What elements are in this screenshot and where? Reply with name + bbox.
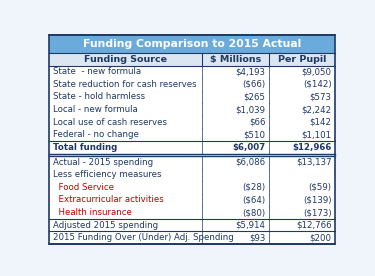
Text: Funding Comparison to 2015 Actual: Funding Comparison to 2015 Actual bbox=[83, 39, 302, 49]
Text: $9,050: $9,050 bbox=[302, 67, 332, 76]
Text: $142: $142 bbox=[310, 118, 332, 127]
Text: $12,766: $12,766 bbox=[296, 221, 332, 230]
Text: $200: $200 bbox=[310, 233, 332, 242]
Text: Health insurance: Health insurance bbox=[53, 208, 132, 217]
Bar bbox=[49, 194, 335, 206]
Text: Extracurricular activities: Extracurricular activities bbox=[53, 195, 164, 205]
Text: $265: $265 bbox=[243, 92, 266, 102]
Bar bbox=[49, 116, 335, 128]
Text: $4,193: $4,193 bbox=[236, 67, 266, 76]
Text: $6,007: $6,007 bbox=[232, 143, 266, 152]
Text: $12,966: $12,966 bbox=[292, 143, 332, 152]
Text: $1,101: $1,101 bbox=[302, 130, 332, 139]
Text: Adjusted 2015 spending: Adjusted 2015 spending bbox=[53, 221, 158, 230]
Text: Less efficiency measures: Less efficiency measures bbox=[53, 170, 161, 179]
Text: $5,914: $5,914 bbox=[236, 221, 266, 230]
Bar bbox=[49, 78, 335, 91]
Text: ($142): ($142) bbox=[303, 80, 332, 89]
Bar bbox=[49, 219, 335, 231]
Bar bbox=[49, 53, 335, 65]
Text: ($173): ($173) bbox=[303, 208, 332, 217]
Text: Total funding: Total funding bbox=[53, 143, 117, 152]
Text: Local - new formula: Local - new formula bbox=[53, 105, 137, 114]
Bar bbox=[49, 206, 335, 219]
Text: $510: $510 bbox=[243, 130, 266, 139]
Bar bbox=[49, 103, 335, 116]
Text: 2015 Funding Over (Under) Adj. Spending: 2015 Funding Over (Under) Adj. Spending bbox=[53, 233, 233, 242]
Text: $1,039: $1,039 bbox=[236, 105, 266, 114]
Text: $2,242: $2,242 bbox=[302, 105, 332, 114]
Text: $66: $66 bbox=[249, 118, 266, 127]
Text: ($139): ($139) bbox=[303, 195, 332, 205]
Text: ($66): ($66) bbox=[242, 80, 266, 89]
Bar bbox=[49, 156, 335, 169]
Text: $573: $573 bbox=[310, 92, 332, 102]
Text: $ Millions: $ Millions bbox=[210, 55, 261, 64]
Text: Federal - no change: Federal - no change bbox=[53, 130, 138, 139]
Text: Funding Source: Funding Source bbox=[84, 55, 167, 64]
Text: ($28): ($28) bbox=[242, 183, 266, 192]
Text: Per Pupil: Per Pupil bbox=[278, 55, 326, 64]
Text: State  - new formula: State - new formula bbox=[53, 67, 141, 76]
Text: ($80): ($80) bbox=[242, 208, 266, 217]
Bar bbox=[49, 181, 335, 194]
Text: $93: $93 bbox=[249, 233, 266, 242]
Text: State reduction for cash reserves: State reduction for cash reserves bbox=[53, 80, 196, 89]
Bar bbox=[49, 141, 335, 153]
Text: $6,086: $6,086 bbox=[235, 158, 266, 167]
Text: Food Service: Food Service bbox=[53, 183, 114, 192]
Text: State - hold harmless: State - hold harmless bbox=[53, 92, 145, 102]
Text: ($64): ($64) bbox=[242, 195, 266, 205]
Text: Local use of cash reserves: Local use of cash reserves bbox=[53, 118, 166, 127]
Bar bbox=[49, 128, 335, 141]
Bar bbox=[49, 91, 335, 103]
Bar bbox=[49, 169, 335, 181]
Bar bbox=[49, 65, 335, 78]
Bar bbox=[49, 231, 335, 244]
Text: $13,137: $13,137 bbox=[296, 158, 332, 167]
Text: ($59): ($59) bbox=[309, 183, 332, 192]
Text: Actual - 2015 spending: Actual - 2015 spending bbox=[53, 158, 153, 167]
Bar bbox=[49, 35, 335, 53]
